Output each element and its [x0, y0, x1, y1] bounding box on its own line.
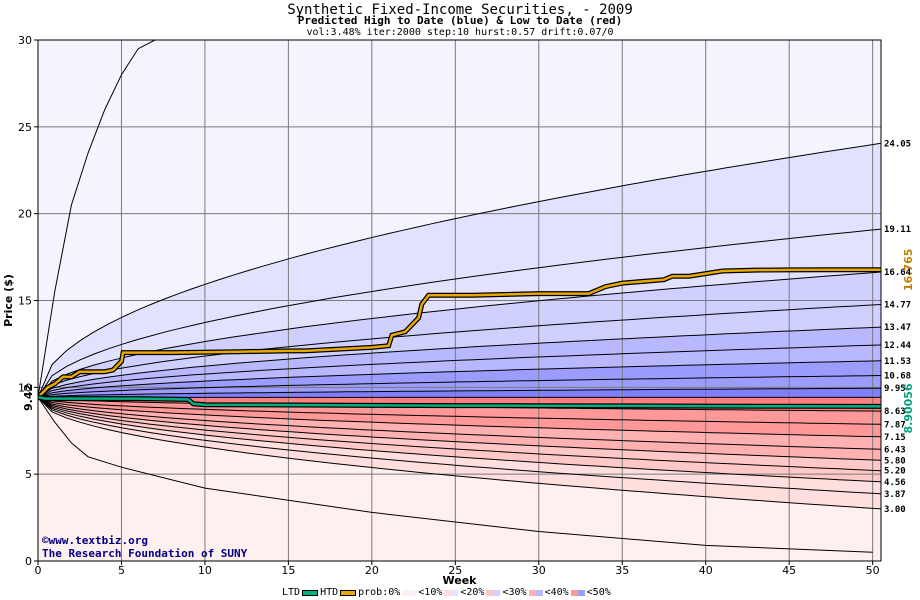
band-boundary-14: [38, 396, 881, 472]
legend-ltd-label: LTD: [282, 587, 301, 598]
y-tick-label: 30: [18, 34, 32, 47]
band-end-label: 24.05: [884, 139, 911, 149]
x-tick-label: 30: [532, 564, 546, 577]
ltd-line: [38, 396, 881, 408]
band-end-label: 3.00: [884, 505, 906, 515]
chart-title: Synthetic Fixed-Income Securities, - 200…: [287, 2, 633, 18]
band-end-label: 3.87: [884, 490, 906, 500]
x-tick-label: 45: [782, 564, 796, 577]
legend-40-label: <40%: [544, 587, 569, 598]
band-end-labels: 24.05 19.11 16.64 14.77 13.47 12.44 11.53 10.68…: [884, 139, 915, 515]
x-tick-label: 35: [615, 564, 629, 577]
watermark-org: The Research Foundation of SUNY: [42, 547, 248, 560]
band-end-label: 7.15: [884, 433, 906, 443]
band-boundary-4: [38, 326, 881, 398]
watermark-site: ©www.textbiz.org: [42, 534, 148, 547]
y-tick-label: 20: [18, 208, 32, 221]
start-price-label: 9.42: [22, 384, 35, 411]
band-boundary-1: [38, 228, 881, 398]
band-boundary-10: [38, 396, 881, 425]
x-tick-label: 15: [281, 564, 295, 577]
x-tick-label: 50: [866, 564, 880, 577]
band-end-label: 11.53: [884, 357, 911, 367]
band-boundary-7: [38, 375, 881, 398]
band-end-label: 5.80: [884, 456, 906, 466]
legend-swatch-30: [528, 589, 543, 596]
legend-htd-swatch: [340, 589, 357, 596]
ltd-final-label: 8.90056: [902, 383, 915, 433]
watermark: ©www.textbiz.org The Research Foundation…: [42, 534, 247, 560]
band-boundary-12: [38, 396, 881, 450]
y-tick-label: 25: [18, 121, 32, 134]
band-end-label: 7.87: [884, 420, 906, 430]
outer-lower-bound: [38, 397, 873, 553]
band-boundary-11: [38, 396, 881, 438]
band-boundary-3: [38, 304, 881, 398]
x-tick-label: 25: [448, 564, 462, 577]
y-tick-label: 15: [18, 295, 32, 308]
band-boundary-6: [38, 360, 881, 398]
legend-50-label: <50%: [586, 587, 611, 598]
legend-20-label: <20%: [460, 587, 485, 598]
legend-swatch-20: [486, 589, 501, 596]
y-tick-label: 5: [25, 468, 32, 481]
band-end-label: 4.56: [884, 478, 906, 488]
band-boundary-0: [38, 142, 881, 398]
band-boundary-17: [38, 397, 881, 510]
htd-line: [38, 268, 881, 399]
band-end-label: 13.47: [884, 323, 911, 333]
legend-swatch-40: [570, 589, 585, 596]
x-axis-label: Week: [443, 574, 478, 587]
legend: LTD HTD prob:0% <10% <20% <30% <40% <50%: [282, 587, 611, 598]
legend-htd-label: HTD: [320, 587, 339, 598]
series-lines: [38, 40, 881, 553]
axes: 0 5 10 15 20 25 30 35 40 45 50 0 5 10 15 20 25 30 Week Pric…: [2, 34, 880, 587]
legend-prob-label: prob:0%: [358, 587, 401, 598]
band-boundary-15: [38, 397, 881, 483]
legend-30-label: <30%: [502, 587, 527, 598]
x-tick-label: 20: [365, 564, 379, 577]
x-tick-label: 40: [699, 564, 713, 577]
band-end-label: 10.68: [884, 372, 911, 382]
y-axis-label: Price ($): [2, 274, 15, 327]
band-boundary-16: [38, 397, 881, 495]
x-tick-label: 0: [35, 564, 42, 577]
htd-final-label: 16.765: [902, 249, 915, 291]
band-boundary-5: [38, 344, 881, 398]
band-end-label: 19.11: [884, 225, 911, 235]
band-boundary-8: [38, 387, 881, 398]
band-end-label: 14.77: [884, 300, 911, 310]
band-boundary-13: [38, 396, 881, 461]
x-tick-label: 5: [118, 564, 125, 577]
outer-upper-bound: [38, 40, 156, 398]
legend-ltd-swatch: [302, 589, 319, 596]
chart-parameters: vol:3.48% iter:2000 step:10 hurst:0.57 d…: [306, 27, 614, 38]
band-end-label: 9.95: [884, 384, 906, 394]
band-end-label: 16.64: [884, 268, 912, 278]
legend-swatch-10: [444, 589, 459, 596]
band-end-label: 5.20: [884, 467, 906, 477]
band-boundary-2: [38, 271, 881, 398]
legend-10-label: <10%: [418, 587, 443, 598]
band-end-label: 8.63: [884, 407, 906, 417]
band-end-label: 12.44: [884, 341, 912, 351]
band-end-label: 6.43: [884, 445, 906, 455]
x-tick-label: 10: [198, 564, 212, 577]
chart-subtitle: Predicted High to Date (blue) & Low to D…: [297, 14, 623, 27]
legend-swatch-0: [402, 589, 417, 596]
band-upper-8: [38, 388, 881, 398]
y-tick-label: 0: [25, 555, 32, 568]
y-tick-label: 10: [18, 381, 32, 394]
